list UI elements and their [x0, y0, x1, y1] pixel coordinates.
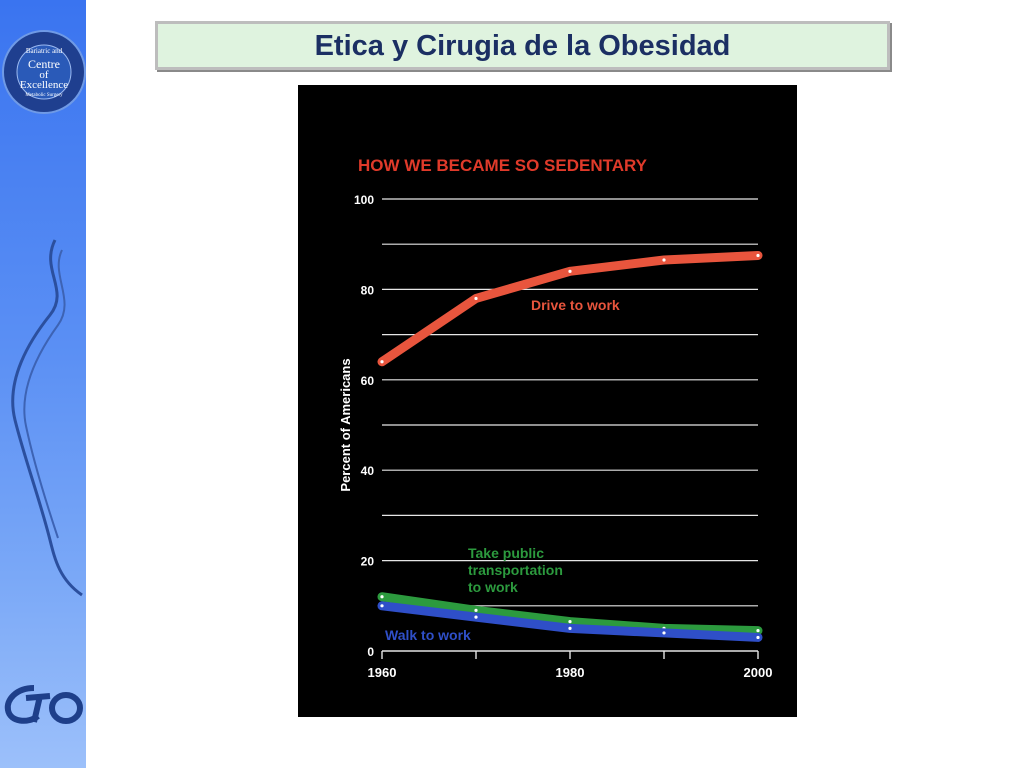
y-axis-label: Percent of Americans — [338, 358, 353, 491]
y-tick-label: 20 — [361, 555, 375, 569]
data-point-drive-to-work — [380, 360, 384, 364]
decorative-waves — [11, 239, 83, 597]
series-label-walk: Walk to work — [385, 627, 471, 643]
y-tick-label: 40 — [361, 464, 375, 478]
y-tick-label: 100 — [354, 193, 374, 207]
x-tick-label: 2000 — [744, 665, 773, 680]
data-point-public-transport — [756, 629, 760, 633]
data-point-public-transport — [568, 620, 572, 624]
data-point-walk-to-work — [380, 604, 384, 608]
sidebar: Bariatric and Centre of Excellence Metab… — [0, 0, 86, 768]
data-point-walk-to-work — [568, 626, 572, 631]
chart-title: HOW WE BECAME SO SEDENTARY — [358, 156, 648, 175]
sedentary-chart: HOW WE BECAME SO SEDENTARY 0 20 40 60 80 100 19… — [338, 156, 773, 680]
data-point-drive-to-work — [662, 258, 666, 262]
seal-line-2: Centre — [28, 57, 60, 71]
seal-line-3: of — [39, 69, 49, 81]
data-point-walk-to-work — [756, 635, 760, 640]
title-banner: Etica y Cirugia de la Obesidad — [155, 21, 890, 70]
data-point-public-transport — [474, 608, 478, 612]
x-tick-label: 1980 — [556, 665, 585, 680]
y-tick-label: 80 — [361, 283, 375, 297]
seal-emblem — [2, 30, 86, 114]
seal-line-1: Bariatric and — [25, 47, 63, 55]
data-point-drive-to-work — [474, 296, 478, 301]
x-tick-label: 1960 — [368, 665, 397, 680]
data-point-drive-to-work — [568, 269, 572, 273]
data-point-walk-to-work — [474, 615, 478, 619]
slide-title: Etica y Cirugia de la Obesidad — [314, 30, 731, 62]
seal-line-5: Metabolic Surgery — [25, 93, 63, 98]
y-tick-label: 0 — [367, 645, 374, 659]
data-point-public-transport — [380, 595, 384, 599]
seal-line-4: Excellence — [19, 79, 69, 91]
chart-panel: HOW WE BECAME SO SEDENTARY 0 20 40 60 80 100 19… — [298, 85, 797, 717]
data-point-drive-to-work — [756, 253, 760, 258]
series-label-transit: Take public transportation to work — [468, 545, 563, 595]
centre-of-excellence-seal: Bariatric and Centre of Excellence Metab… — [2, 26, 86, 118]
data-point-walk-to-work — [662, 631, 666, 635]
series-label-drive: Drive to work — [531, 297, 620, 313]
cto-logo — [4, 685, 83, 724]
y-tick-label: 60 — [361, 374, 375, 388]
